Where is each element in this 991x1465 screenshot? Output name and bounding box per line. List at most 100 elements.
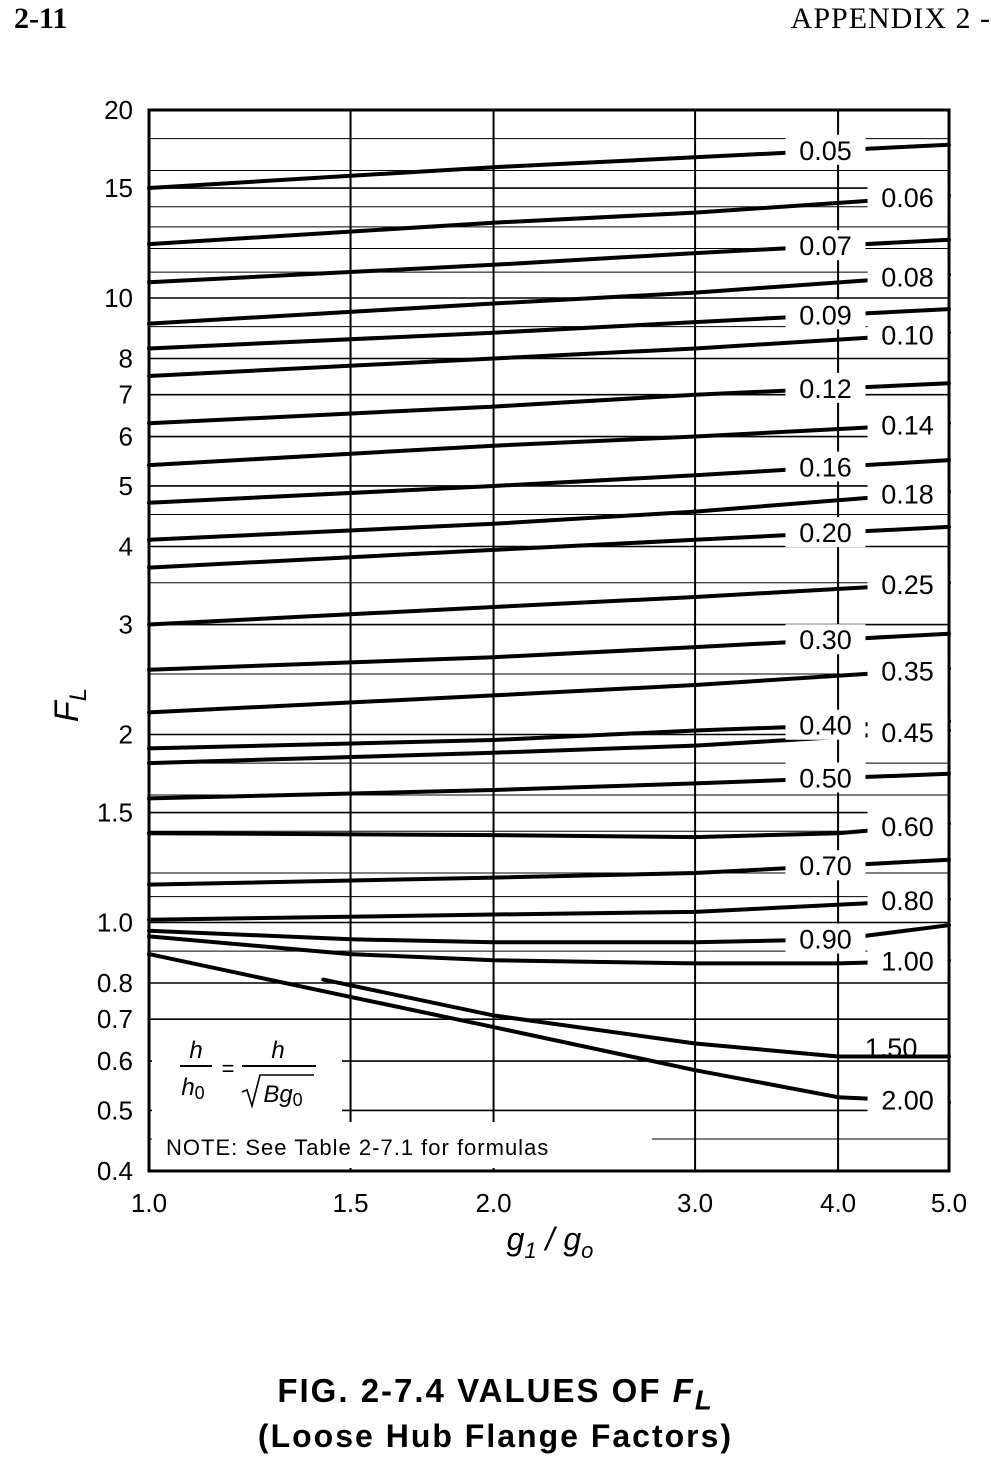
x-tick-label: 2.0: [475, 1188, 511, 1218]
figure-title-symbol: F: [672, 1372, 695, 1409]
series-label: 0.09: [799, 300, 852, 330]
series-line: [147, 952, 951, 1105]
series-line: [147, 897, 951, 922]
series-label-bg: [867, 569, 948, 600]
series-label: 0.35: [881, 656, 934, 686]
series-label-bg: [785, 517, 866, 548]
y-tick-label: 3: [119, 610, 133, 640]
formula-numerator-left: h: [189, 1037, 202, 1064]
series-line: [147, 193, 951, 247]
y-tick-label: 7: [119, 380, 133, 410]
chart-note: NOTE: See Table 2-7.1 for formulas: [166, 1135, 549, 1160]
series-label: 0.50: [799, 763, 852, 793]
series-label: 0.06: [881, 183, 934, 213]
series-label: 0.05: [799, 136, 852, 166]
y-tick-label: 6: [119, 422, 133, 452]
formula-sqrt-sign: [241, 1074, 314, 1109]
section-header: APPENDIX 2 -: [790, 2, 991, 35]
series-line: [147, 821, 951, 840]
figure-title-subscript: L: [694, 1384, 714, 1416]
y-axis-label: FL: [48, 688, 92, 722]
series-line: [147, 666, 951, 715]
y-tick-label: 8: [119, 344, 133, 374]
series-label-bg: [867, 1084, 948, 1115]
y-tick-label: 0.4: [97, 1156, 133, 1186]
y-tick-label: 0.5: [97, 1095, 133, 1125]
series-label: 0.10: [881, 320, 934, 350]
formula-equals: =: [222, 1056, 235, 1081]
series-label-bg: [867, 182, 948, 213]
series-label-bg: [867, 655, 948, 686]
series-label-bg: [785, 923, 866, 954]
y-tick-label: 0.6: [97, 1046, 133, 1076]
series-label: 0.90: [799, 925, 852, 955]
figure-subtitle: (Loose Hub Flange Factors): [257, 1418, 734, 1454]
series-label-bg: [785, 624, 866, 655]
series-label-bg: [785, 230, 866, 261]
series-label: 1.50: [865, 1033, 918, 1063]
formula-denominator-left: h0: [181, 1074, 204, 1103]
series-label: 2.00: [881, 1086, 934, 1116]
series-line: [147, 272, 951, 326]
x-tick-label: 1.0: [131, 1188, 167, 1218]
page-number: 2-11: [14, 2, 68, 35]
y-tick-label: 4: [119, 532, 133, 562]
series-line: [147, 580, 951, 627]
series-label-bg: [867, 261, 948, 292]
series-line: [147, 489, 951, 542]
series-label: 0.18: [881, 480, 934, 510]
formula-denominator-right: Bg0: [263, 1081, 302, 1110]
series-label: 0.20: [799, 518, 852, 548]
series-label-bg: [785, 451, 866, 482]
series-label-bg: [867, 885, 948, 916]
series-line: [147, 330, 951, 378]
formula-box: [152, 1032, 342, 1112]
series-line: [321, 977, 951, 1059]
y-tick-label: 20: [104, 95, 133, 125]
y-tick-label: 10: [104, 283, 133, 313]
series-label: 0.14: [881, 410, 934, 440]
series-line: [147, 934, 951, 966]
series-label-bg: [785, 372, 866, 403]
series-label: 0.08: [881, 263, 934, 293]
series-label: 0.30: [799, 625, 852, 655]
series-label: 0.45: [881, 718, 934, 748]
series-label-bg: [867, 478, 948, 509]
y-tick-label: 1.5: [97, 798, 133, 828]
series-label: 0.60: [881, 812, 934, 842]
series-label: 1.00: [881, 946, 934, 976]
y-tick-label: 2: [119, 719, 133, 749]
note-box: [152, 1122, 652, 1168]
y-tick-label: 0.8: [97, 968, 133, 998]
series-label-bg: [785, 762, 866, 793]
y-tick-label: 15: [104, 173, 133, 203]
series-label: 0.80: [881, 886, 934, 916]
y-tick-label: 5: [119, 471, 133, 501]
series-label: 0.25: [881, 570, 934, 600]
series-label: 0.70: [799, 851, 852, 881]
plot-frame: [147, 108, 951, 1173]
figure-title: FIG. 2-7.4 VALUES OF FL: [0, 1372, 991, 1417]
series-label: 0.16: [799, 453, 852, 483]
series-label-bg: [867, 319, 948, 350]
series-label-bg: [785, 850, 866, 881]
series-label: 0.40: [799, 711, 852, 741]
series-label-bg: [785, 134, 866, 165]
x-tick-label: 5.0: [931, 1188, 967, 1218]
series-label-bg: [867, 409, 948, 440]
x-tick-label: 4.0: [820, 1188, 856, 1218]
series-label: 0.07: [799, 231, 852, 261]
series-label-bg: [867, 811, 948, 842]
series-label: 0.12: [799, 374, 852, 404]
figure-title-text: FIG. 2-7.4 VALUES OF: [277, 1372, 673, 1409]
series-label-bg: [867, 716, 948, 747]
series-line: [147, 421, 951, 468]
formula-numerator-right: h: [271, 1037, 284, 1064]
x-axis-label: g1 / go: [507, 1221, 594, 1263]
series-label-bg: [867, 945, 948, 976]
x-tick-label: 3.0: [677, 1188, 713, 1218]
y-tick-label: 0.7: [97, 1004, 133, 1034]
series-label-bg: [785, 709, 866, 740]
y-tick-label: 1.0: [97, 907, 133, 937]
